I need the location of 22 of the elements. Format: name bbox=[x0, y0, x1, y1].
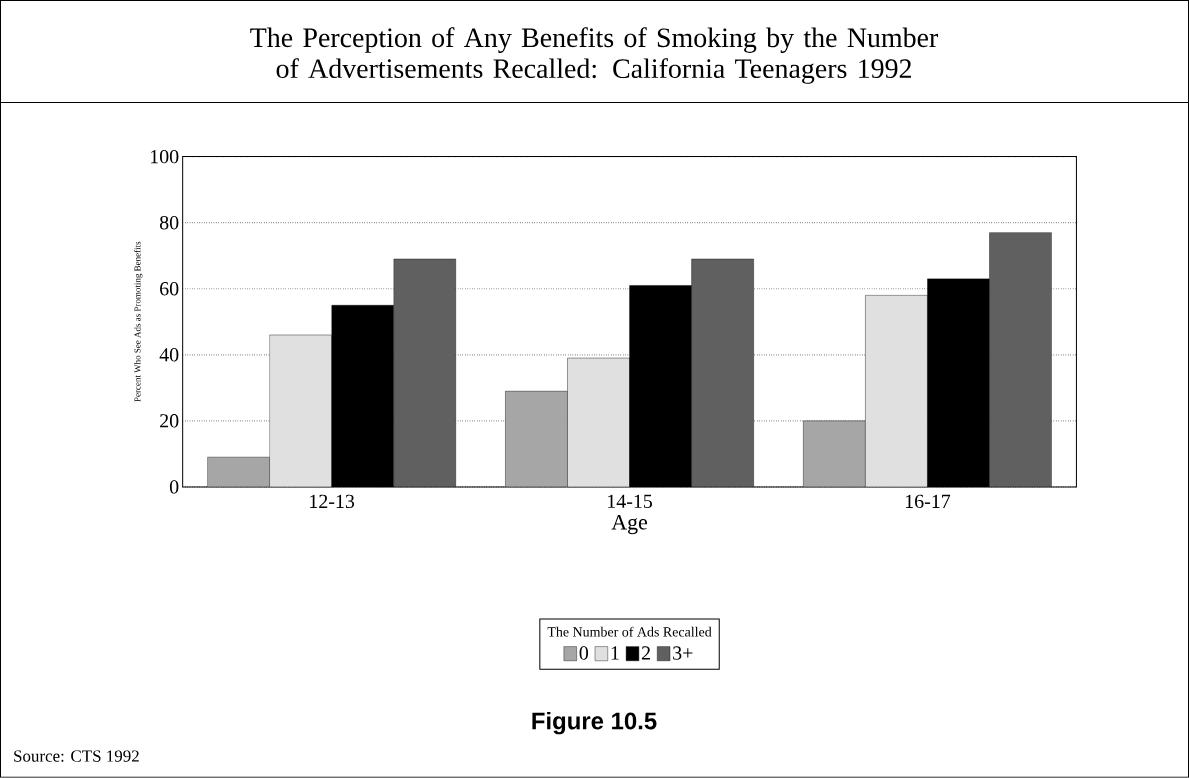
caption: Figure 10.5 bbox=[532, 712, 657, 735]
y-tick-label: 20 bbox=[160, 414, 179, 428]
y-axis-title: Percent Who See Ads as Promoting Benefits bbox=[134, 241, 143, 402]
y-tick-label: 80 bbox=[159, 216, 179, 230]
x-tick-label: 14-15 bbox=[608, 494, 653, 509]
legend-label: 3+ bbox=[673, 646, 693, 660]
bar bbox=[865, 295, 928, 488]
y-tick-label: 60 bbox=[160, 282, 179, 296]
legend-label: 0 bbox=[579, 646, 589, 660]
x-axis-title: Age bbox=[611, 515, 648, 535]
bar bbox=[567, 358, 630, 488]
y-tick-label: 40 bbox=[159, 348, 179, 362]
chart-title: The Perception of Any Benefits of Smoking by the Number of Advertisements Recalled: California Teenagers 1992 bbox=[250, 27, 939, 84]
legend-label: 1 bbox=[611, 646, 619, 660]
bar bbox=[269, 334, 332, 488]
source-note: Source: CTS 1992 bbox=[14, 750, 139, 763]
x-tick-label: 12-13 bbox=[310, 494, 355, 509]
legend-label: 2 bbox=[641, 646, 650, 660]
legend-title: The Number of Ads Recalled bbox=[547, 626, 712, 637]
x-tick-label: 16-17 bbox=[905, 494, 951, 509]
y-tick-label: 100 bbox=[150, 150, 179, 164]
y-tick-label: 0 bbox=[169, 480, 179, 494]
